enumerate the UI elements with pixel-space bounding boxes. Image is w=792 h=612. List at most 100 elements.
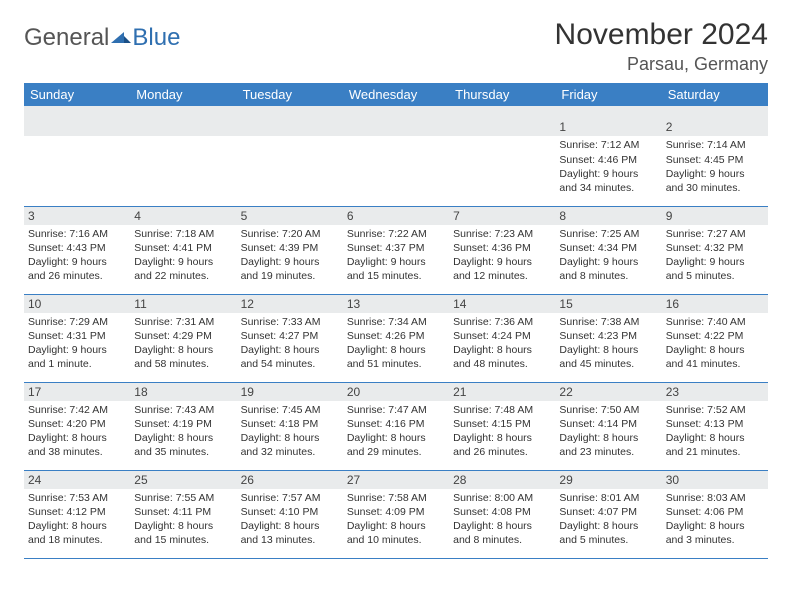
sunset-text: Sunset: 4:06 PM — [666, 505, 764, 519]
sunrise-text: Sunrise: 7:47 AM — [347, 403, 445, 417]
day-number: 5 — [237, 207, 343, 225]
day-number — [343, 118, 449, 136]
day-number: 16 — [662, 295, 768, 313]
daylight-text: Daylight: 8 hours and 21 minutes. — [666, 431, 764, 459]
sunrise-text: Sunrise: 7:36 AM — [453, 315, 551, 329]
sunset-text: Sunset: 4:20 PM — [28, 417, 126, 431]
daylight-text: Daylight: 9 hours and 34 minutes. — [559, 167, 657, 195]
sunset-text: Sunset: 4:22 PM — [666, 329, 764, 343]
sunset-text: Sunset: 4:34 PM — [559, 241, 657, 255]
calendar-day-cell — [130, 118, 236, 206]
day-number: 7 — [449, 207, 555, 225]
weekday-header: Sunday — [24, 83, 130, 106]
daylight-text: Daylight: 8 hours and 45 minutes. — [559, 343, 657, 371]
daylight-text: Daylight: 8 hours and 18 minutes. — [28, 519, 126, 547]
title-block: November 2024 Parsau, Germany — [555, 18, 768, 75]
daylight-text: Daylight: 8 hours and 15 minutes. — [134, 519, 232, 547]
day-details: Sunrise: 7:58 AMSunset: 4:09 PMDaylight:… — [343, 489, 449, 552]
weekday-header: Thursday — [449, 83, 555, 106]
day-number: 26 — [237, 471, 343, 489]
calendar-day-cell: 28Sunrise: 8:00 AMSunset: 4:08 PMDayligh… — [449, 470, 555, 558]
calendar-day-cell: 2Sunrise: 7:14 AMSunset: 4:45 PMDaylight… — [662, 118, 768, 206]
day-details: Sunrise: 7:53 AMSunset: 4:12 PMDaylight:… — [24, 489, 130, 552]
day-number: 2 — [662, 118, 768, 136]
sunset-text: Sunset: 4:24 PM — [453, 329, 551, 343]
day-number: 11 — [130, 295, 236, 313]
day-number: 23 — [662, 383, 768, 401]
sunrise-text: Sunrise: 8:00 AM — [453, 491, 551, 505]
day-details: Sunrise: 7:22 AMSunset: 4:37 PMDaylight:… — [343, 225, 449, 288]
day-number: 3 — [24, 207, 130, 225]
sunset-text: Sunset: 4:37 PM — [347, 241, 445, 255]
daylight-text: Daylight: 8 hours and 32 minutes. — [241, 431, 339, 459]
day-number: 15 — [555, 295, 661, 313]
sunset-text: Sunset: 4:10 PM — [241, 505, 339, 519]
calendar-week-row: 1Sunrise: 7:12 AMSunset: 4:46 PMDaylight… — [24, 118, 768, 206]
day-number — [130, 118, 236, 136]
sunrise-text: Sunrise: 7:18 AM — [134, 227, 232, 241]
calendar-day-cell: 1Sunrise: 7:12 AMSunset: 4:46 PMDaylight… — [555, 118, 661, 206]
calendar-day-cell: 19Sunrise: 7:45 AMSunset: 4:18 PMDayligh… — [237, 382, 343, 470]
logo-text-2: Blue — [132, 24, 180, 52]
calendar-week-row: 17Sunrise: 7:42 AMSunset: 4:20 PMDayligh… — [24, 382, 768, 470]
day-number: 28 — [449, 471, 555, 489]
daylight-text: Daylight: 8 hours and 13 minutes. — [241, 519, 339, 547]
day-details: Sunrise: 7:31 AMSunset: 4:29 PMDaylight:… — [130, 313, 236, 376]
daylight-text: Daylight: 8 hours and 38 minutes. — [28, 431, 126, 459]
day-number: 18 — [130, 383, 236, 401]
day-number — [449, 118, 555, 136]
calendar-day-cell: 20Sunrise: 7:47 AMSunset: 4:16 PMDayligh… — [343, 382, 449, 470]
day-details: Sunrise: 7:38 AMSunset: 4:23 PMDaylight:… — [555, 313, 661, 376]
daylight-text: Daylight: 8 hours and 8 minutes. — [453, 519, 551, 547]
day-number: 13 — [343, 295, 449, 313]
daylight-text: Daylight: 9 hours and 22 minutes. — [134, 255, 232, 283]
sunset-text: Sunset: 4:27 PM — [241, 329, 339, 343]
calendar-day-cell: 27Sunrise: 7:58 AMSunset: 4:09 PMDayligh… — [343, 470, 449, 558]
sunrise-text: Sunrise: 7:16 AM — [28, 227, 126, 241]
daylight-text: Daylight: 8 hours and 3 minutes. — [666, 519, 764, 547]
weekday-header: Friday — [555, 83, 661, 106]
day-number: 21 — [449, 383, 555, 401]
day-details: Sunrise: 7:23 AMSunset: 4:36 PMDaylight:… — [449, 225, 555, 288]
weekday-header: Monday — [130, 83, 236, 106]
day-details: Sunrise: 7:57 AMSunset: 4:10 PMDaylight:… — [237, 489, 343, 552]
daylight-text: Daylight: 9 hours and 5 minutes. — [666, 255, 764, 283]
weekday-header: Tuesday — [237, 83, 343, 106]
sunrise-text: Sunrise: 7:48 AM — [453, 403, 551, 417]
day-details: Sunrise: 7:50 AMSunset: 4:14 PMDaylight:… — [555, 401, 661, 464]
day-number: 27 — [343, 471, 449, 489]
logo: General Blue — [24, 18, 180, 52]
day-number: 14 — [449, 295, 555, 313]
calendar-day-cell: 13Sunrise: 7:34 AMSunset: 4:26 PMDayligh… — [343, 294, 449, 382]
sunset-text: Sunset: 4:31 PM — [28, 329, 126, 343]
weekday-header: Saturday — [662, 83, 768, 106]
calendar-day-cell: 8Sunrise: 7:25 AMSunset: 4:34 PMDaylight… — [555, 206, 661, 294]
sunrise-text: Sunrise: 7:50 AM — [559, 403, 657, 417]
sunset-text: Sunset: 4:36 PM — [453, 241, 551, 255]
day-details: Sunrise: 7:29 AMSunset: 4:31 PMDaylight:… — [24, 313, 130, 376]
header: General Blue November 2024 Parsau, Germa… — [24, 18, 768, 75]
day-details: Sunrise: 7:25 AMSunset: 4:34 PMDaylight:… — [555, 225, 661, 288]
day-number: 22 — [555, 383, 661, 401]
sunrise-text: Sunrise: 7:53 AM — [28, 491, 126, 505]
daylight-text: Daylight: 8 hours and 58 minutes. — [134, 343, 232, 371]
sunrise-text: Sunrise: 7:55 AM — [134, 491, 232, 505]
sunset-text: Sunset: 4:13 PM — [666, 417, 764, 431]
sunrise-text: Sunrise: 7:20 AM — [241, 227, 339, 241]
day-number: 19 — [237, 383, 343, 401]
sunrise-text: Sunrise: 7:43 AM — [134, 403, 232, 417]
calendar-day-cell: 14Sunrise: 7:36 AMSunset: 4:24 PMDayligh… — [449, 294, 555, 382]
calendar-day-cell: 6Sunrise: 7:22 AMSunset: 4:37 PMDaylight… — [343, 206, 449, 294]
sunrise-text: Sunrise: 7:38 AM — [559, 315, 657, 329]
calendar-table: Sunday Monday Tuesday Wednesday Thursday… — [24, 83, 768, 559]
day-number: 24 — [24, 471, 130, 489]
sunrise-text: Sunrise: 7:22 AM — [347, 227, 445, 241]
calendar-day-cell: 5Sunrise: 7:20 AMSunset: 4:39 PMDaylight… — [237, 206, 343, 294]
sunset-text: Sunset: 4:07 PM — [559, 505, 657, 519]
day-details: Sunrise: 7:20 AMSunset: 4:39 PMDaylight:… — [237, 225, 343, 288]
daylight-text: Daylight: 9 hours and 15 minutes. — [347, 255, 445, 283]
sunrise-text: Sunrise: 7:42 AM — [28, 403, 126, 417]
logo-text-1: General — [24, 24, 109, 52]
daylight-text: Daylight: 9 hours and 30 minutes. — [666, 167, 764, 195]
sunset-text: Sunset: 4:16 PM — [347, 417, 445, 431]
